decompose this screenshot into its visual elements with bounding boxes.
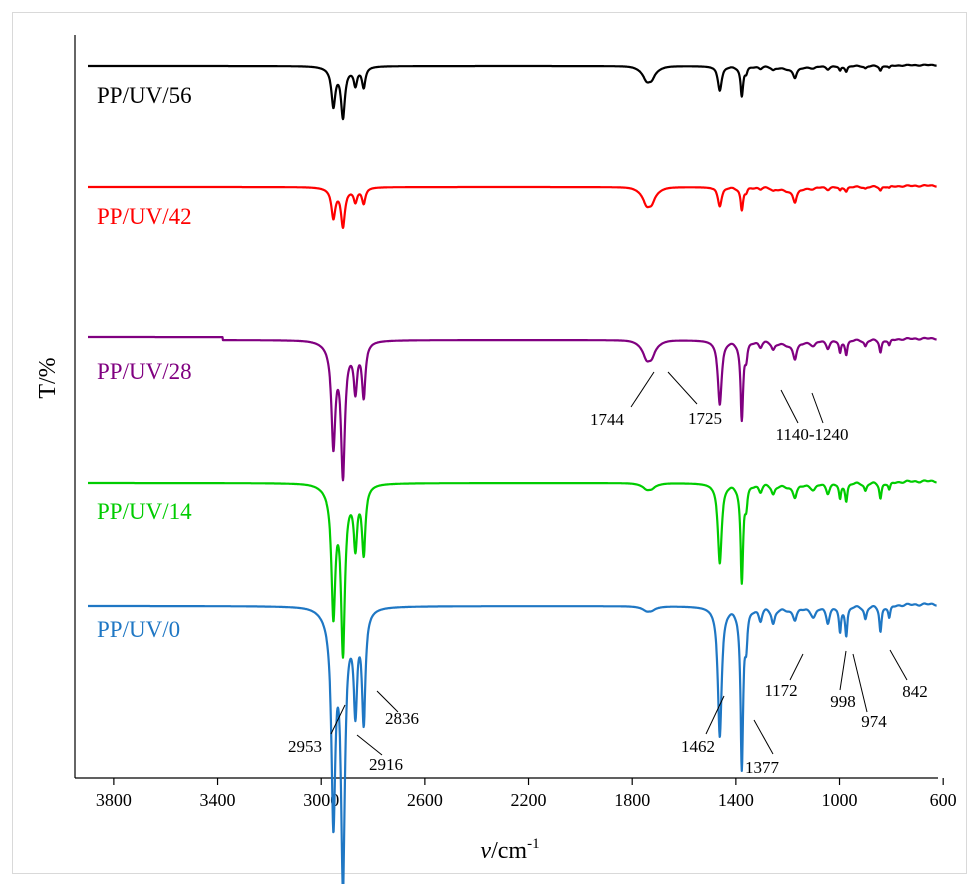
peak-annotation-label: 1725 [688,409,722,428]
spectrum-line-pp-uv-0 [87,602,938,884]
x-tick-label: 3400 [200,790,236,810]
peak-annotation-label: 1140-1240 [775,425,848,444]
y-axis-title: T/% [35,357,61,398]
series-label-pp-uv-42: PP/UV/42 [97,204,192,229]
annotation-leader-line [630,371,655,408]
spectrum-line-pp-uv-42 [87,184,938,229]
annotation-leader-line [753,719,774,755]
x-tick-label: 1000 [822,790,858,810]
annotation-leader-line [780,389,799,424]
annotation-leader-line [852,653,868,713]
peak-annotation-label: 974 [861,712,887,731]
peak-annotation-label: 1172 [764,681,797,700]
annotation-leader-line [811,392,824,424]
annotation-leader-line [356,734,383,756]
peak-annotation-label: 1377 [745,758,780,777]
annotation-leader-line [330,704,346,735]
peak-annotation-label: 2953 [288,737,322,756]
peak-annotation-label: 842 [902,682,928,701]
series-labels: PP/UV/56 PP/UV/42 PP/UV/28 PP/UV/14 PP/UV/0 [97,83,192,642]
annotation-leader-line [839,650,847,691]
spectra-traces [87,63,938,884]
x-tick-label: 3000 [303,790,339,810]
peak-annotations: 2953 2916 2836 1462 1377 1172 998 974 842 1744 172… [288,371,928,777]
series-label-pp-uv-56: PP/UV/56 [97,83,192,108]
x-tick-label: 2600 [407,790,443,810]
series-label-pp-uv-28: PP/UV/28 [97,359,192,384]
spectrum-line-pp-uv-14 [87,479,938,659]
annotation-leader-line [705,695,725,735]
annotation-leader-line [376,690,399,713]
chart-frame [12,12,967,874]
peak-annotation-label: 2916 [369,755,403,774]
series-label-pp-uv-14: PP/UV/14 [97,499,192,524]
peak-annotation-label: 1462 [681,737,715,756]
annotation-leader-line [789,653,804,681]
x-tick-label: 2200 [511,790,547,810]
spectrum-line-pp-uv-28 [87,335,938,482]
x-axis-title: ν/cm-1 [480,836,539,864]
annotation-leader-line [889,649,908,681]
peak-annotation-label: 998 [830,692,856,711]
x-tick-label: 1800 [614,790,650,810]
peak-annotation-label: 1744 [590,410,625,429]
x-tick-label: 1400 [718,790,754,810]
x-tick-label: 600 [930,790,957,810]
spectrum-line-pp-uv-56 [87,63,938,121]
x-tick-label: 3800 [96,790,132,810]
axes: 3800 3400 3000 2600 2200 1800 1400 1000 600 [74,35,957,810]
peak-annotation-label: 2836 [385,709,419,728]
series-label-pp-uv-0: PP/UV/0 [97,617,180,642]
annotation-leader-line [667,371,698,405]
